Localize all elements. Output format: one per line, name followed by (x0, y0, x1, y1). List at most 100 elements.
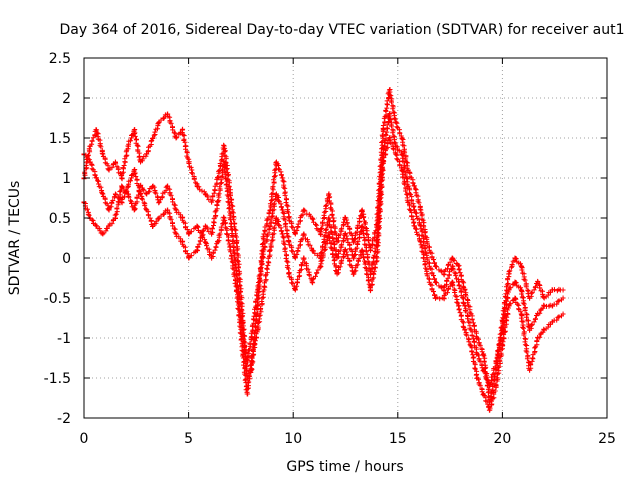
data-point (535, 335, 541, 341)
data-point (267, 223, 273, 229)
data-point (493, 359, 499, 365)
data-point (512, 279, 518, 285)
data-point (317, 231, 323, 237)
data-point (424, 255, 430, 261)
data-point (386, 87, 392, 93)
data-point (560, 311, 566, 317)
data-point (535, 279, 541, 285)
data-point (165, 111, 171, 117)
data-point (462, 303, 468, 309)
data-point (156, 199, 162, 205)
data-point (560, 287, 566, 293)
axis-ticks: 0 5 10 15 20 25 -2 -1.5 -1 -0.5 0 0.5 1 1.5 2 2.5 (44, 51, 616, 447)
data-point (202, 191, 208, 197)
data-point (137, 191, 143, 197)
data-point (368, 287, 374, 293)
data-point (468, 311, 474, 317)
data-point (240, 351, 246, 357)
data-point (94, 127, 100, 133)
data-point (359, 223, 365, 229)
data-point (518, 311, 524, 317)
data-point (106, 223, 112, 229)
data-point (343, 247, 348, 253)
data-point (173, 231, 179, 237)
data-point (506, 271, 512, 277)
plot-frame (83, 57, 608, 419)
data-point (179, 127, 185, 133)
data-point (267, 247, 273, 253)
data-point (343, 215, 348, 221)
data-point (112, 215, 118, 221)
data-point (527, 367, 533, 373)
data-point (317, 255, 323, 261)
x-tick-label: 5 (184, 431, 193, 447)
data-point (94, 223, 100, 229)
data-point (334, 255, 340, 261)
data-point (131, 207, 137, 213)
data-point (261, 247, 267, 253)
data-point (359, 207, 365, 213)
data-point (280, 207, 286, 213)
data-point (119, 183, 125, 189)
marker-trace (81, 135, 564, 413)
data-point (280, 175, 286, 181)
data-point (412, 207, 418, 213)
data-point (550, 319, 556, 325)
data-point (125, 191, 131, 197)
data-point (209, 231, 215, 237)
series-c (81, 111, 566, 389)
x-tick-label: 15 (389, 431, 407, 447)
data-point (179, 239, 185, 245)
data-point (112, 191, 118, 197)
data-point (202, 223, 208, 229)
data-point (359, 247, 365, 253)
data-point (550, 303, 556, 309)
data-point (405, 183, 411, 189)
data-point (240, 335, 246, 341)
x-tick-label: 10 (284, 431, 302, 447)
data-point (309, 215, 315, 221)
y-tick-label: -2 (57, 411, 71, 427)
data-point (125, 183, 131, 189)
data-point (380, 127, 386, 133)
data-point (399, 167, 405, 173)
y-tick-label: 0 (62, 251, 71, 267)
data-point (125, 143, 131, 149)
data-point (209, 255, 215, 261)
data-point (441, 271, 447, 277)
y-tick-label: 0.5 (49, 211, 71, 227)
data-point (179, 215, 185, 221)
chart-title: Day 364 of 2016, Sidereal Day-to-day VTE… (59, 22, 624, 38)
data-point (186, 255, 192, 261)
data-point (481, 367, 487, 373)
data-point (194, 223, 200, 229)
y-tick-label: 1.5 (49, 131, 71, 147)
data-point (393, 151, 399, 157)
data-point (560, 295, 566, 301)
data-point (393, 143, 399, 149)
data-point (351, 255, 357, 261)
data-point (317, 263, 323, 269)
y-tick-label: -1 (57, 331, 71, 347)
data-point (449, 255, 455, 261)
data-point (334, 239, 340, 245)
data-point (418, 207, 424, 213)
data-point (286, 271, 292, 277)
data-point (255, 287, 261, 293)
data-point (541, 327, 547, 333)
data-point (119, 199, 125, 205)
data-point (106, 167, 112, 173)
data-point (550, 287, 556, 293)
data-point (150, 223, 156, 229)
data-point (215, 175, 221, 181)
data-point (156, 119, 162, 125)
data-point (273, 215, 279, 221)
x-axis-label: GPS time / hours (286, 459, 403, 475)
data-point (244, 391, 250, 397)
data-point (326, 191, 332, 197)
data-point (527, 327, 533, 333)
data-point (144, 191, 150, 197)
data-point (432, 263, 438, 269)
data-point (273, 191, 279, 197)
